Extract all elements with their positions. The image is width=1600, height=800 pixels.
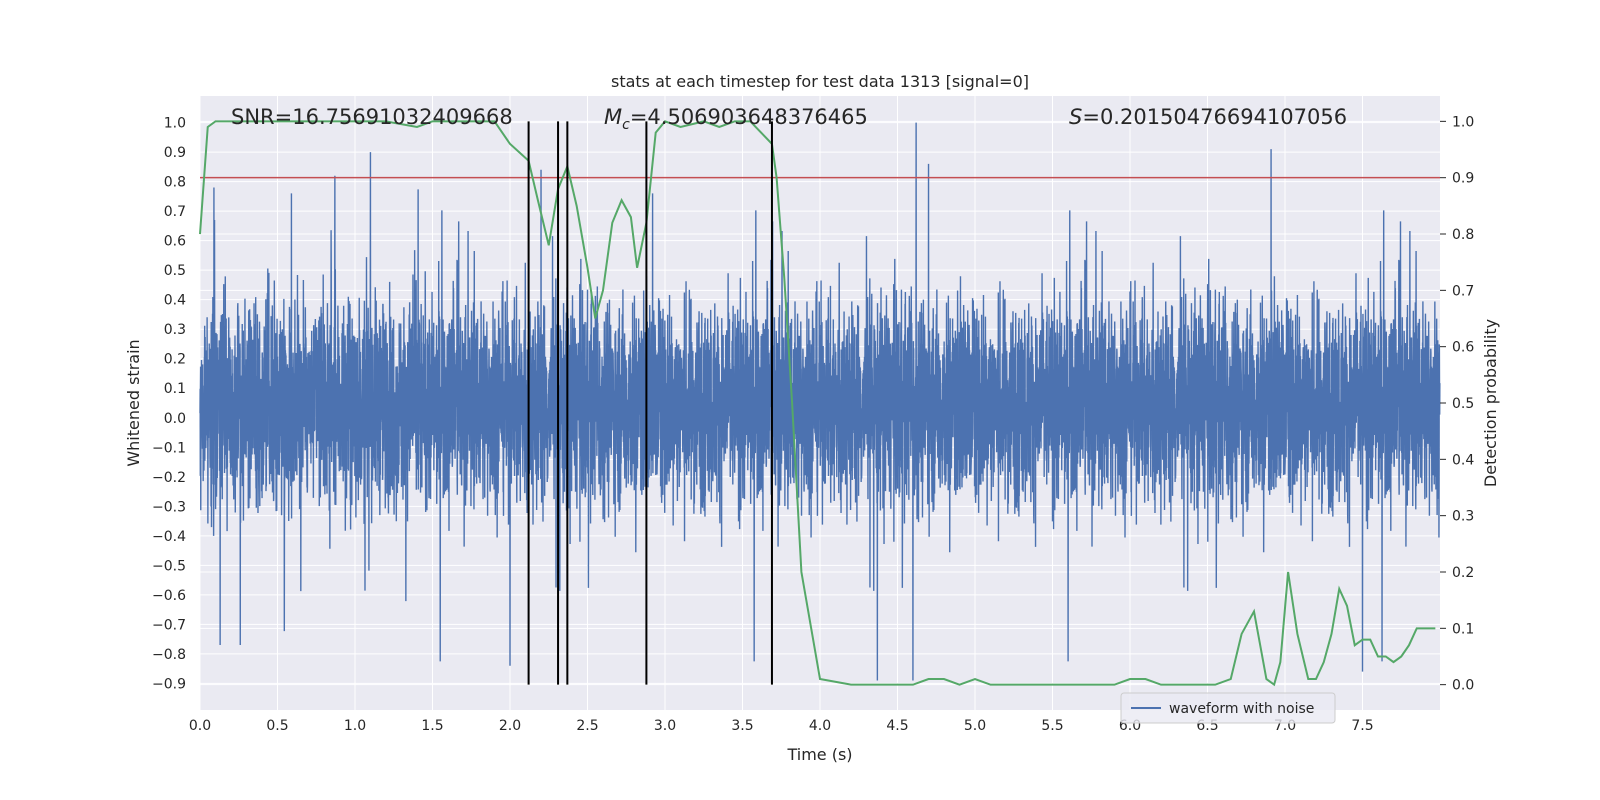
x-axis-ticks: 0.0 0.5 1.0 1.5 2.0 2.5 3.0 3.5 4.0 4.5 5.0 5.5 6.0 6…: [189, 718, 1374, 734]
y-tick-label-right: 1.0: [1452, 114, 1474, 130]
y-tick-label-left: 0.7: [164, 204, 186, 220]
x-tick-label: 5.0: [964, 718, 986, 734]
snr-annotation: SNR=16.75691032409668: [231, 105, 513, 129]
x-tick-label: 2.5: [576, 718, 598, 734]
s-value: =0.20150476694107056: [1082, 105, 1347, 129]
y-tick-label-left: 0.1: [164, 381, 186, 397]
chirp-mass-annotation: Mc=4.506903648376465: [604, 105, 868, 133]
y-tick-label-right: 0.2: [1452, 565, 1474, 581]
y-tick-label-right: 0.5: [1452, 396, 1474, 412]
x-tick-label: 1.5: [421, 718, 443, 734]
x-tick-label: 2.0: [499, 718, 521, 734]
y-tick-label-right: 0.6: [1452, 340, 1474, 356]
y-tick-label-right: 0.8: [1452, 227, 1474, 243]
y-tick-label-left: 0.3: [164, 322, 186, 338]
x-tick-label: 0.5: [266, 718, 288, 734]
legend-label: waveform with noise: [1169, 701, 1314, 717]
s-symbol: S: [1069, 105, 1082, 129]
y-axis-right-label: Detection probability: [1481, 319, 1500, 487]
y-tick-label-left: −0.5: [152, 558, 186, 574]
y-tick-label-left: 0.6: [164, 234, 186, 250]
x-tick-label: 1.0: [344, 718, 366, 734]
chart-title: stats at each timestep for test data 131…: [611, 72, 1029, 91]
y-tick-label-left: 0.5: [164, 263, 186, 279]
y-tick-label-right: 0.3: [1452, 509, 1474, 525]
waveform-line: [199, 122, 1441, 681]
x-tick-label: 0.0: [189, 718, 211, 734]
s-annotation: S=0.20150476694107056: [1069, 105, 1347, 129]
x-tick-label: 5.5: [1041, 718, 1063, 734]
x-tick-label: 3.5: [731, 718, 753, 734]
y-tick-label-right: 0.9: [1452, 171, 1474, 187]
probability-line: [199, 120, 1436, 687]
y-tick-label-left: −0.3: [152, 499, 186, 515]
y-tick-label-left: −0.8: [152, 647, 186, 663]
x-tick-label: 4.5: [886, 718, 908, 734]
vertical-markers: [527, 121, 773, 685]
y-tick-label-right: 0.0: [1452, 678, 1474, 694]
x-tick-label: 4.0: [809, 718, 831, 734]
legend: waveform with noise: [1120, 692, 1336, 724]
y-tick-label-right: 0.4: [1452, 452, 1474, 468]
y-tick-label-left: −0.9: [152, 676, 186, 692]
waveform-series: [199, 122, 1441, 681]
probability-series: [199, 120, 1436, 687]
y-tick-label-left: 0.0: [164, 411, 186, 427]
legend-box: [1120, 692, 1336, 724]
x-tick-label: 3.0: [654, 718, 676, 734]
y-tick-label-left: 1.0: [164, 116, 186, 132]
y-axis-left-ticks: −0.9 −0.8 −0.7 −0.6 −0.5 −0.4 −0.3 −0.2 −0.1 0.0 0…: [152, 116, 186, 693]
y-tick-label-left: −0.1: [152, 440, 186, 456]
y-tick-label-left: 0.4: [164, 293, 186, 309]
chirp-mass-subscript: c: [622, 117, 630, 133]
y-tick-label-left: 0.8: [164, 175, 186, 191]
y-axis-left-label: Whitened strain: [124, 339, 143, 466]
x-axis-label: Time (s): [786, 745, 852, 764]
y-tick-label-left: −0.4: [152, 529, 186, 545]
y-tick-label-left: 0.2: [164, 352, 186, 368]
y-axis-right-ticks: 0.0 0.1 0.2 0.3 0.4 0.5 0.6 0.7 0.8 0.9 1.0: [1440, 114, 1474, 694]
chirp-mass-symbol: M: [604, 105, 622, 129]
y-tick-label-right: 0.1: [1452, 621, 1474, 637]
y-tick-label-left: −0.7: [152, 617, 186, 633]
chirp-mass-value: =4.506903648376465: [630, 105, 868, 129]
y-tick-label-left: −0.6: [152, 588, 186, 604]
x-tick-label: 7.5: [1351, 718, 1373, 734]
y-tick-label-left: −0.2: [152, 470, 186, 486]
y-tick-label-right: 0.7: [1452, 283, 1474, 299]
y-tick-label-left: 0.9: [164, 145, 186, 161]
